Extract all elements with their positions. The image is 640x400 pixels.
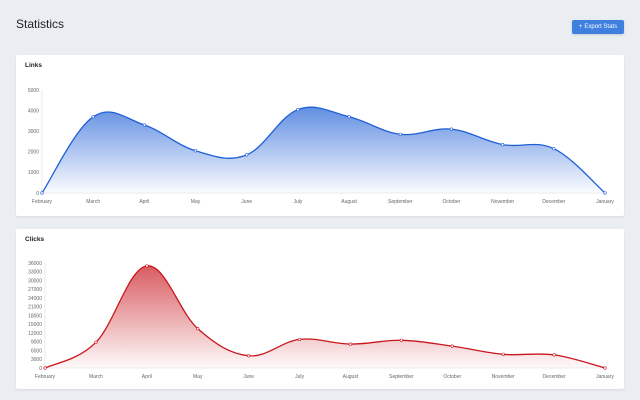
clicks-x-tick: May <box>193 374 203 380</box>
clicks-data-point[interactable] <box>348 342 353 346</box>
links-data-point[interactable] <box>552 147 556 151</box>
clicks-x-tick: September <box>389 374 414 380</box>
clicks-x-tick: December <box>543 374 566 380</box>
clicks-y-tick: 18000 <box>28 313 42 319</box>
links-y-tick: 4000 <box>28 108 39 114</box>
links-x-tick: June <box>241 199 252 205</box>
clicks-x-tick: February <box>35 374 56 380</box>
links-area <box>42 107 605 193</box>
clicks-x-tick: April <box>142 374 152 380</box>
clicks-y-tick: 15000 <box>28 322 42 328</box>
clicks-chart-title: Clicks <box>25 236 45 243</box>
clicks-y-tick: 30000 <box>28 278 42 284</box>
links-x-tick: May <box>191 199 201 205</box>
clicks-x-tick: July <box>295 374 304 380</box>
links-y-tick: 1000 <box>28 170 39 176</box>
clicks-data-point[interactable] <box>196 327 200 331</box>
links-data-point[interactable] <box>91 115 95 119</box>
links-x-tick: August <box>341 199 357 205</box>
clicks-y-tick: 3000 <box>31 357 42 363</box>
clicks-data-point[interactable] <box>145 264 149 268</box>
links-data-point[interactable] <box>398 132 402 136</box>
links-chart: 0 1000 2000 3000 4000 5000 February March April M… <box>28 88 615 205</box>
clicks-y-tick: 24000 <box>28 296 42 302</box>
clicks-y-tick: 27000 <box>28 287 42 293</box>
clicks-data-point[interactable] <box>399 338 403 342</box>
clicks-x-tick: October <box>443 374 461 380</box>
links-x-tick: December <box>542 199 565 205</box>
clicks-y-tick: 0 <box>39 366 42 372</box>
clicks-data-point[interactable] <box>552 353 556 357</box>
links-data-point[interactable] <box>245 153 249 157</box>
clicks-chart: 0 3000 6000 9000 12000 15000 18000 21000 24000 27… <box>28 261 614 380</box>
clicks-data-point[interactable] <box>94 340 98 344</box>
clicks-data-point[interactable] <box>297 337 302 342</box>
links-x-tick: September <box>388 199 413 205</box>
links-x-tick: January <box>596 199 614 205</box>
clicks-x-tick: June <box>243 374 254 380</box>
links-data-point[interactable] <box>449 127 454 131</box>
links-chart-card: Links 0 1000 2000 3000 4000 5000 February March… <box>16 55 624 216</box>
links-chart-title: Links <box>25 62 42 69</box>
clicks-chart-card: Clicks 0 3000 6000 9000 12000 15000 18000 21000… <box>16 229 624 389</box>
clicks-data-point[interactable] <box>501 352 505 356</box>
links-x-tick: April <box>139 199 149 205</box>
clicks-y-tick: 9000 <box>31 340 42 346</box>
page-title: Statistics <box>16 17 65 31</box>
links-data-point[interactable] <box>347 115 351 119</box>
links-data-point[interactable] <box>193 149 198 153</box>
clicks-x-tick: March <box>89 374 103 380</box>
links-series-line <box>41 106 606 194</box>
links-y-tick: 3000 <box>28 129 39 135</box>
clicks-x-tick: November <box>492 374 515 380</box>
clicks-data-point[interactable] <box>450 344 454 348</box>
links-x-tick: October <box>443 199 461 205</box>
links-y-tick: 0 <box>36 191 39 197</box>
links-x-tick: November <box>491 199 514 205</box>
clicks-y-tick: 36000 <box>28 261 42 267</box>
links-data-point[interactable] <box>142 123 146 127</box>
clicks-y-tick: 6000 <box>31 348 42 354</box>
clicks-area <box>45 265 605 368</box>
clicks-x-tick: August <box>343 374 359 380</box>
clicks-data-point[interactable] <box>43 366 47 370</box>
links-x-tick: February <box>32 199 53 205</box>
clicks-y-tick: 12000 <box>28 331 42 337</box>
plus-icon: + <box>578 24 583 30</box>
clicks-y-tick: 21000 <box>28 305 42 311</box>
links-data-point[interactable] <box>501 142 505 147</box>
links-x-tick: March <box>86 199 100 205</box>
clicks-data-point[interactable] <box>603 366 607 370</box>
clicks-y-tick: 33000 <box>28 270 42 276</box>
links-data-point[interactable] <box>40 191 44 195</box>
links-y-tick: 2000 <box>28 150 39 156</box>
links-x-tick: July <box>293 199 302 205</box>
links-y-tick: 5000 <box>28 88 39 94</box>
export-stats-label: Export Stats <box>584 24 618 30</box>
links-data-point[interactable] <box>296 107 300 112</box>
links-data-point[interactable] <box>603 191 607 195</box>
clicks-x-tick: January <box>596 374 614 380</box>
clicks-data-point[interactable] <box>247 354 251 358</box>
export-stats-button[interactable]: + Export Stats <box>572 20 624 34</box>
